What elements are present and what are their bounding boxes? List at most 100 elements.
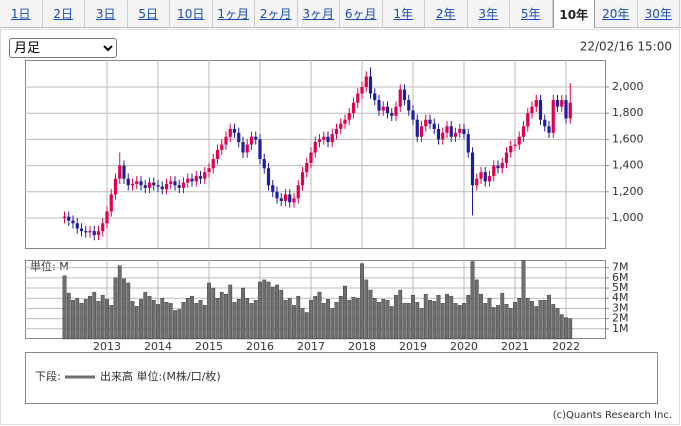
x-tick-label: 2020 [450, 340, 478, 353]
volume-bar [551, 304, 556, 340]
candle-body [351, 102, 356, 114]
period-select[interactable]: 月足 [9, 38, 117, 58]
candle-body [232, 128, 237, 133]
y-tick-label: 6M [612, 271, 629, 284]
candle-body [564, 100, 568, 119]
candle-body [555, 100, 560, 107]
volume-bar [309, 300, 313, 340]
candle-body [88, 231, 92, 233]
candle-body [317, 139, 322, 143]
candle-body [470, 152, 475, 186]
y-tick-label: 1,600 [612, 132, 644, 145]
candle-body [356, 93, 360, 103]
candle-body [407, 100, 411, 111]
volume-bar [164, 302, 169, 340]
tab[interactable]: 3日 [85, 0, 128, 27]
volume-bar [122, 278, 126, 340]
candle-body [377, 100, 381, 111]
candle-body [266, 168, 271, 186]
volume-bar [228, 284, 233, 340]
volume-bar [181, 302, 186, 340]
volume-bar [338, 295, 343, 340]
volume-bar [394, 294, 398, 340]
tab[interactable]: 1ヶ月 [213, 0, 255, 27]
y-tick-label: 5M [612, 281, 629, 294]
candle-body [62, 216, 67, 218]
candle-body [118, 165, 122, 179]
candle-body [84, 231, 88, 233]
volume-bar [198, 300, 203, 340]
tab[interactable]: 1年 [383, 0, 425, 27]
volume-bar [211, 287, 216, 340]
volume-bar [496, 305, 500, 340]
candle-body [453, 132, 458, 137]
tab[interactable]: 3年 [468, 0, 510, 27]
candle-body [441, 132, 445, 140]
volume-bar [215, 298, 220, 340]
candle-body [147, 182, 152, 188]
candle-body [390, 113, 394, 116]
volume-bar [105, 299, 109, 340]
volume-bar [304, 312, 309, 340]
volume-bar [109, 305, 114, 340]
volume-bar [517, 298, 522, 340]
candle-body [364, 76, 368, 87]
y-tick-label: 3M [612, 301, 629, 314]
tab[interactable]: 2ヶ月 [255, 0, 298, 27]
candle-body [143, 185, 147, 188]
tab[interactable]: 3ヶ月 [298, 0, 340, 27]
volume-bar [173, 310, 177, 340]
candle-body [483, 172, 487, 182]
y-tick-label: 7M [612, 261, 629, 274]
volume-bar [258, 281, 262, 340]
candle-body [398, 89, 402, 107]
tab[interactable]: 2年 [425, 0, 468, 27]
volume-bar [300, 308, 305, 340]
candle-body [530, 106, 534, 114]
volume-bar [381, 299, 386, 340]
candle-body [419, 126, 424, 137]
volume-bar [232, 302, 237, 340]
unit-label: 単位: M [30, 259, 69, 273]
tab[interactable]: 2日 [43, 0, 85, 27]
tab[interactable]: 10年 [552, 0, 595, 28]
candle-body [194, 176, 198, 182]
volume-bar [470, 261, 475, 340]
tab[interactable]: 5日 [128, 0, 170, 27]
candle-body [101, 223, 105, 232]
volume-bar [66, 292, 71, 340]
tab[interactable]: 6ヶ月 [340, 0, 383, 27]
volume-bar [398, 289, 403, 340]
volume-bar [62, 275, 67, 340]
tab[interactable]: 1日 [0, 0, 43, 27]
volume-bar [419, 308, 424, 340]
tab[interactable]: 20年 [595, 0, 638, 27]
volume-bar [474, 279, 479, 340]
x-tick-label: 2016 [246, 340, 274, 353]
candle-body [568, 102, 572, 119]
volume-bar [445, 293, 449, 340]
volume-bar [147, 295, 152, 340]
volume-bar [253, 300, 258, 340]
volume-bar [377, 302, 381, 340]
candle-body [241, 142, 245, 153]
volume-bar [207, 282, 211, 340]
tab[interactable]: 10日 [170, 0, 213, 27]
volume-bar [521, 260, 526, 340]
volume-bar [432, 301, 437, 340]
volume-bar [88, 295, 92, 340]
candle-body [492, 165, 496, 177]
timestamp: 22/02/16 15:00 [580, 40, 672, 54]
volume-bar [134, 306, 139, 340]
tab[interactable]: 5年 [510, 0, 553, 27]
candle-body [211, 159, 215, 169]
volume-bar [542, 300, 547, 340]
candle-body [339, 123, 343, 129]
candle-body [449, 126, 453, 137]
volume-bar [283, 300, 288, 340]
volume-bar [224, 293, 228, 340]
candle-body [385, 106, 390, 114]
candle-body [538, 100, 543, 120]
tab[interactable]: 30年 [638, 0, 680, 27]
